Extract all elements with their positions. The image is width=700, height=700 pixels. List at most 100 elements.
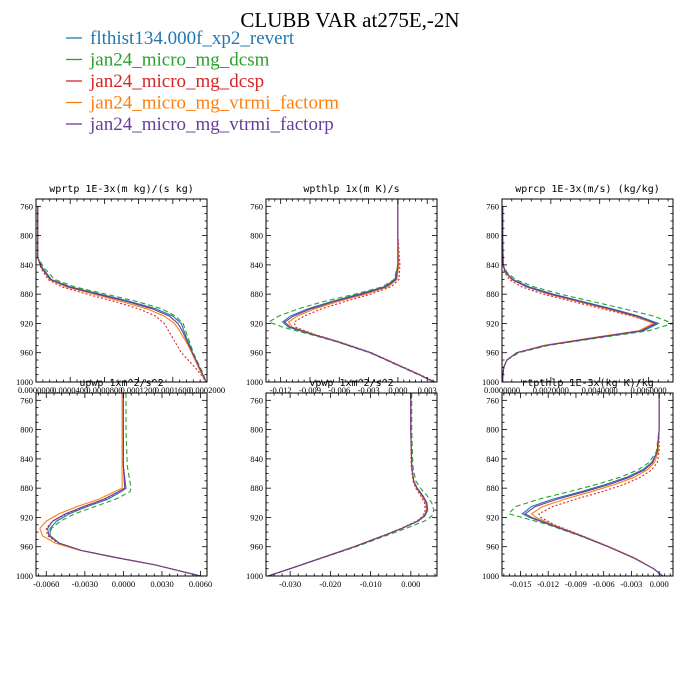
x-tick-label: 0.000	[388, 385, 407, 395]
y-tick-label: 880	[20, 483, 33, 493]
y-tick-label: 800	[20, 425, 33, 435]
x-tick-label: 0.000	[401, 579, 420, 589]
y-tick-label: 760	[486, 201, 499, 211]
x-tick-label: 0.0060	[189, 579, 212, 589]
y-tick-label: 800	[486, 231, 499, 241]
y-tick-label: 800	[250, 425, 263, 435]
series-line-1	[521, 393, 664, 576]
axis-frame	[35, 198, 208, 383]
x-tick-label: -0.010	[360, 579, 382, 589]
series-line-2	[267, 393, 435, 576]
axis-frame	[501, 198, 674, 383]
series-group	[37, 206, 207, 382]
x-tick-label: -0.020	[319, 579, 341, 589]
y-tick-label: 840	[250, 260, 263, 270]
y-tick-label: 1000	[482, 377, 499, 387]
y-tick-label: 880	[250, 289, 263, 299]
legend-entry: jan24_micro_mg_dcsp	[66, 71, 264, 92]
y-tick-label: 880	[486, 483, 499, 493]
y-tick-label: 1000	[16, 571, 33, 581]
series-line-4	[39, 393, 201, 576]
series-line-5	[283, 199, 435, 382]
series-line-5	[502, 206, 658, 382]
series-group	[39, 393, 201, 576]
series-line-2	[49, 393, 201, 576]
series-line-3	[267, 393, 426, 576]
series-line-3	[37, 206, 207, 382]
x-tick-label: -0.015	[510, 579, 532, 589]
y-tick-label: 960	[250, 542, 263, 552]
y-tick-label: 960	[20, 542, 33, 552]
legend-label: jan24_micro_mg_dcsp	[89, 71, 264, 92]
panel-title: wprtp 1E-3x(m kg)/(s kg)	[49, 184, 194, 195]
series-line-5	[47, 393, 201, 576]
y-tick-label: 840	[486, 260, 499, 270]
series-line-4	[267, 393, 428, 576]
x-tick-label: 0.0002000	[189, 385, 225, 395]
y-tick-label: 920	[250, 318, 263, 328]
x-tick-label: -0.009	[299, 385, 321, 395]
y-tick-label: 960	[486, 542, 499, 552]
x-tick-label: -0.006	[328, 385, 350, 395]
series-line-2	[502, 206, 673, 382]
x-tick-label: -0.012	[270, 385, 292, 395]
axis-frame	[501, 392, 674, 577]
x-tick-label: 0.0000000	[18, 385, 54, 395]
series-group	[267, 393, 435, 576]
panel-title: wpthlp 1x(m K)/s	[303, 184, 399, 195]
x-tick-label: -0.0060	[33, 579, 59, 589]
axis-frame	[265, 198, 438, 383]
y-tick-label: 760	[250, 201, 263, 211]
y-tick-label: 840	[20, 454, 33, 464]
x-tick-label: -0.030	[279, 579, 301, 589]
y-tick-label: 1000	[246, 571, 263, 581]
y-tick-label: 1000	[482, 571, 499, 581]
y-tick-label: 920	[20, 318, 33, 328]
y-tick-label: 1000	[16, 377, 33, 387]
y-tick-label: 960	[486, 348, 499, 358]
series-line-1	[281, 199, 435, 382]
y-tick-label: 840	[20, 260, 33, 270]
panel-4: upwp 1xm^2/s^27608008408809209601000-0.0…	[16, 378, 212, 589]
figure-title: CLUBB VAR at275E,-2N	[240, 8, 459, 32]
series-line-5	[267, 393, 428, 576]
x-tick-label: -0.009	[565, 579, 587, 589]
series-group	[267, 199, 436, 382]
legend-label: jan24_micro_mg_dcsm	[89, 50, 270, 71]
x-tick-label: 0.0000000	[484, 385, 520, 395]
y-tick-label: 880	[20, 289, 33, 299]
legend: flthist134.000f_xp2_revertjan24_micro_mg…	[66, 28, 339, 135]
x-tick-label: -0.012	[537, 579, 559, 589]
x-tick-label: 0.0000400	[52, 385, 88, 395]
panel-1: wprtp 1E-3x(m kg)/(s kg) 760 800 840 880 920 9…	[16, 184, 225, 395]
series-line-1	[37, 206, 207, 382]
y-tick-label: 920	[20, 512, 33, 522]
panel-title: vpwp 1xm^2/s^2	[309, 378, 393, 389]
y-tick-label: 760	[20, 395, 33, 405]
series-line-5	[524, 393, 664, 576]
legend-entry: jan24_micro_mg_vtrmi_factorp	[66, 114, 334, 135]
y-tick-label: 800	[20, 231, 33, 241]
x-tick-label: 0.000	[650, 579, 669, 589]
y-tick-label: 880	[250, 483, 263, 493]
y-tick-label: 920	[486, 512, 499, 522]
x-tick-label: 0.0000800	[86, 385, 122, 395]
series-group	[507, 393, 664, 576]
series-line-3	[502, 206, 658, 382]
y-tick-label: 760	[20, 201, 33, 211]
y-tick-label: 760	[486, 395, 499, 405]
series-line-2	[37, 206, 207, 382]
series-group	[502, 206, 673, 382]
series-line-2	[267, 199, 435, 382]
y-tick-label: 840	[486, 454, 499, 464]
panel-5: vpwp 1xm^2/s^2 760 800 840 880 920 960 1000 -0.0…	[246, 378, 438, 589]
panel-title: wprcp 1E-3x(m/s) (kg/kg)	[515, 184, 660, 195]
series-line-4	[287, 199, 435, 382]
y-tick-label: 960	[20, 348, 33, 358]
series-line-3	[293, 199, 436, 382]
y-tick-label: 840	[250, 454, 263, 464]
panel-3: wprcp 1E-3x(m/s) (kg/kg) 760 800 840 880 920 9…	[482, 184, 674, 395]
legend-entry: jan24_micro_mg_vtrmi_factorm	[66, 93, 339, 114]
legend-label: flthist134.000f_xp2_revert	[90, 28, 295, 49]
